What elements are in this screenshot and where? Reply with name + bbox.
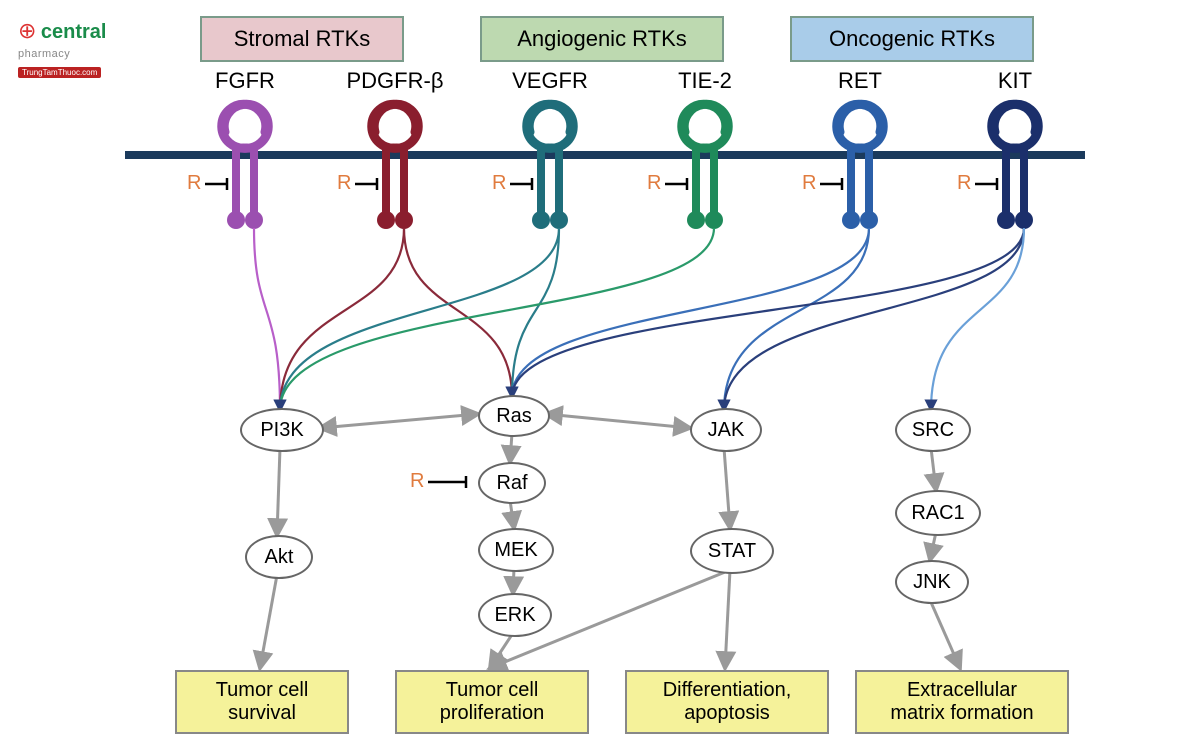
inhibitor-label: R [410,470,424,493]
pathway-node: STAT [690,528,774,574]
receptor-label: VEGFR [490,68,610,94]
logo: ⊕ central pharmacy TrungTamThuoc.com [18,18,106,80]
inhibitor-label: R [957,172,971,195]
category-box: Angiogenic RTKs [480,16,724,62]
pathway-node: PI3K [240,408,324,452]
outcome-box: Extracellular matrix formation [855,670,1069,734]
pathway-node: Ras [478,395,550,437]
inhibitor-label: R [802,172,816,195]
receptor-label: KIT [955,68,1075,94]
pathway-node: RAC1 [895,490,981,536]
pathway-node: Raf [478,462,546,504]
pathway-node: MEK [478,528,554,572]
category-box: Stromal RTKs [200,16,404,62]
category-box: Oncogenic RTKs [790,16,1034,62]
receptor-label: TIE-2 [645,68,765,94]
pathway-node: JAK [690,408,762,452]
pathway-node: SRC [895,408,971,452]
receptor-label: RET [800,68,920,94]
outcome-box: Differentiation, apoptosis [625,670,829,734]
outcome-box: Tumor cell survival [175,670,349,734]
inhibitor-label: R [492,172,506,195]
receptor-label: FGFR [185,68,305,94]
inhibitor-label: R [187,172,201,195]
pathway-node: JNK [895,560,969,604]
outcome-box: Tumor cell proliferation [395,670,589,734]
inhibitor-label: R [337,172,351,195]
pathway-node: Akt [245,535,313,579]
receptor-label: PDGFR-β [335,68,455,94]
pathway-svg [0,0,1200,750]
pathway-node: ERK [478,593,552,637]
inhibitor-label: R [647,172,661,195]
